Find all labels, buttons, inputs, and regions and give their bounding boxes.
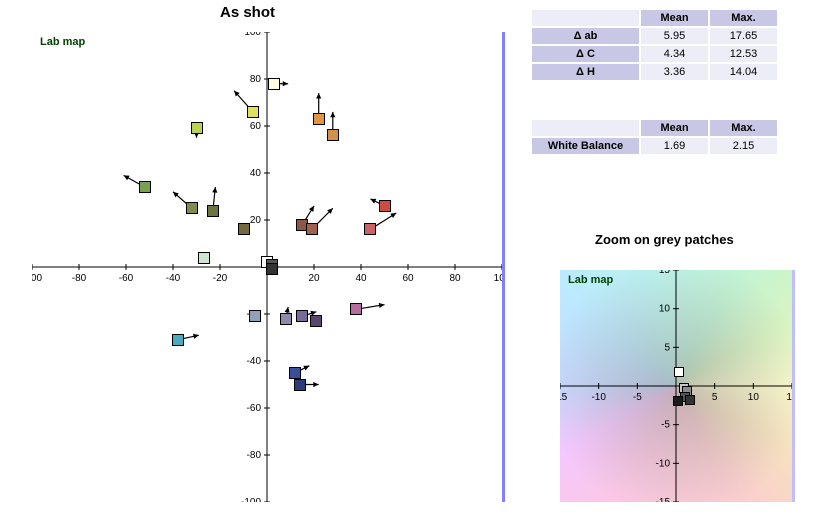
svg-text:-10: -10 bbox=[591, 392, 606, 403]
data-point-swatch bbox=[294, 379, 306, 391]
table-row: Δ H3.3614.04 bbox=[532, 64, 777, 80]
svg-text:-100: -100 bbox=[32, 273, 42, 284]
svg-text:-100: -100 bbox=[241, 497, 261, 502]
svg-text:100: 100 bbox=[494, 273, 502, 284]
svg-text:20: 20 bbox=[308, 273, 320, 284]
svg-text:-40: -40 bbox=[247, 356, 262, 367]
table-cell: 4.34 bbox=[641, 46, 708, 62]
zoom-chart-corner-label: Lab map bbox=[568, 274, 613, 286]
table-cell: 14.04 bbox=[710, 64, 777, 80]
data-point-swatch bbox=[280, 313, 292, 325]
table-row-label: White Balance bbox=[532, 138, 639, 154]
svg-text:15: 15 bbox=[786, 392, 792, 403]
svg-text:-5: -5 bbox=[661, 420, 670, 431]
main-chart-title: As shot bbox=[220, 4, 275, 21]
delta-table-header-row: Mean Max. bbox=[532, 10, 777, 26]
svg-text:-10: -10 bbox=[656, 458, 671, 469]
svg-text:40: 40 bbox=[355, 273, 367, 284]
svg-text:5: 5 bbox=[664, 342, 670, 353]
svg-text:80: 80 bbox=[250, 74, 262, 85]
delta-table-empty-cell bbox=[532, 10, 639, 26]
data-point-swatch bbox=[266, 263, 278, 275]
table-cell: 12.53 bbox=[710, 46, 777, 62]
svg-text:-15: -15 bbox=[656, 497, 671, 502]
data-point-swatch bbox=[379, 200, 391, 212]
svg-text:-20: -20 bbox=[213, 273, 228, 284]
svg-text:60: 60 bbox=[250, 121, 262, 132]
data-point-swatch bbox=[249, 310, 261, 322]
svg-text:40: 40 bbox=[250, 168, 262, 179]
wb-table: Mean Max. White Balance1.692.15 bbox=[530, 118, 779, 156]
data-point-swatch bbox=[674, 367, 684, 377]
svg-text:80: 80 bbox=[449, 273, 461, 284]
data-point-swatch bbox=[289, 367, 301, 379]
data-point-swatch bbox=[247, 106, 259, 118]
svg-text:-60: -60 bbox=[119, 273, 134, 284]
data-point-swatch bbox=[350, 303, 362, 315]
svg-text:10: 10 bbox=[748, 392, 760, 403]
svg-text:60: 60 bbox=[402, 273, 414, 284]
svg-text:-15: -15 bbox=[560, 392, 568, 403]
data-point-swatch bbox=[191, 122, 203, 134]
svg-text:-5: -5 bbox=[633, 392, 642, 403]
svg-text:-60: -60 bbox=[247, 403, 262, 414]
data-point-swatch bbox=[306, 223, 318, 235]
delta-table-col-mean: Mean bbox=[641, 10, 708, 26]
table-cell: 5.95 bbox=[641, 28, 708, 44]
table-row: Δ C4.3412.53 bbox=[532, 46, 777, 62]
table-row-label: Δ ab bbox=[532, 28, 639, 44]
delta-table-col-max: Max. bbox=[710, 10, 777, 26]
data-point-swatch bbox=[364, 223, 376, 235]
data-point-swatch bbox=[198, 252, 210, 264]
table-cell: 1.69 bbox=[641, 138, 708, 154]
wb-table-empty-cell bbox=[532, 120, 639, 136]
data-point-swatch bbox=[238, 223, 250, 235]
data-point-swatch bbox=[172, 334, 184, 346]
table-cell: 2.15 bbox=[710, 138, 777, 154]
table-cell: 17.65 bbox=[710, 28, 777, 44]
data-point-swatch bbox=[310, 315, 322, 327]
table-row-label: Δ H bbox=[532, 64, 639, 80]
wb-table-header-row: Mean Max. bbox=[532, 120, 777, 136]
main-chart-corner-label: Lab map bbox=[40, 36, 85, 48]
svg-text:15: 15 bbox=[659, 270, 671, 276]
svg-text:20: 20 bbox=[250, 215, 262, 226]
zoom-chart-title: Zoom on grey patches bbox=[595, 232, 734, 247]
table-row: White Balance1.692.15 bbox=[532, 138, 777, 154]
data-point-swatch bbox=[313, 113, 325, 125]
zoom-chart-axes-icon: -15 -10 -5 5 10 15 -15 -10 -5 5 10 15 bbox=[560, 270, 792, 502]
zoom-lab-chart: Lab map -15 -10 -5 5 10 15 -15 -10 -5 5 10 15 bbox=[560, 270, 795, 502]
svg-text:5: 5 bbox=[712, 392, 718, 403]
main-lab-chart: Lab map -100 -80 -60 -40 -20 20 40 60 80 100 -100 -… bbox=[32, 32, 505, 502]
data-point-swatch bbox=[268, 78, 280, 90]
data-point-swatch bbox=[685, 395, 695, 405]
data-point-swatch bbox=[186, 202, 198, 214]
data-point-swatch bbox=[139, 181, 151, 193]
data-point-swatch bbox=[673, 396, 683, 406]
data-point-swatch bbox=[327, 129, 339, 141]
svg-text:-40: -40 bbox=[166, 273, 181, 284]
table-row: Δ ab5.9517.65 bbox=[532, 28, 777, 44]
svg-text:-80: -80 bbox=[72, 273, 87, 284]
data-point-swatch bbox=[296, 310, 308, 322]
table-row-label: Δ C bbox=[532, 46, 639, 62]
svg-text:10: 10 bbox=[659, 304, 671, 315]
page-root: As shot Lab map -100 -80 -60 -40 -20 20 40 60 80… bbox=[0, 0, 840, 530]
data-point-swatch bbox=[207, 205, 219, 217]
svg-text:-80: -80 bbox=[247, 450, 262, 461]
table-cell: 3.36 bbox=[641, 64, 708, 80]
wb-table-col-mean: Mean bbox=[641, 120, 708, 136]
svg-text:100: 100 bbox=[244, 32, 261, 38]
delta-table: Mean Max. Δ ab5.9517.65 Δ C4.3412.53 Δ H3.… bbox=[530, 8, 779, 82]
wb-table-col-max: Max. bbox=[710, 120, 777, 136]
